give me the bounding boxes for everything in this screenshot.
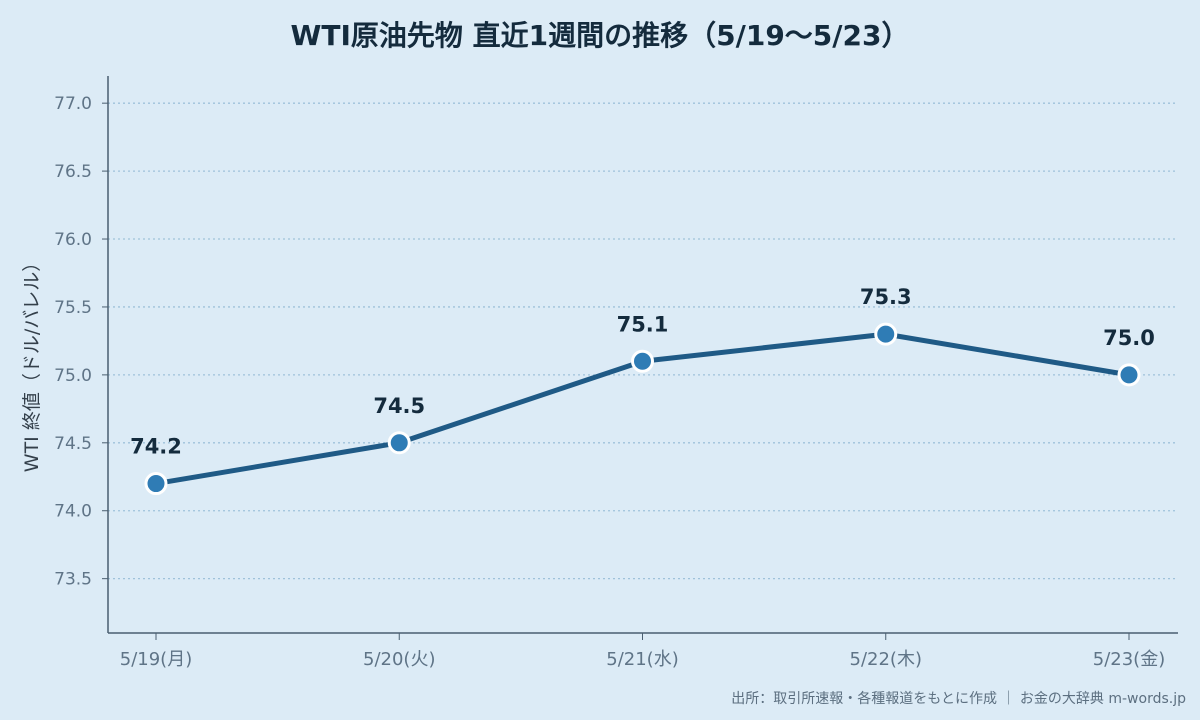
y-tick-label: 75.5: [54, 298, 92, 318]
chart-title: WTI原油先物 直近1週間の推移（5/19〜5/23）: [290, 19, 910, 52]
y-tick-label: 73.5: [54, 570, 92, 590]
data-label: 74.2: [130, 435, 182, 459]
x-tick-label: 5/22(木): [850, 649, 922, 670]
data-label: 75.0: [1103, 326, 1155, 350]
data-point: [874, 322, 898, 346]
data-point: [631, 349, 654, 373]
data-markers: [144, 322, 1141, 496]
x-tick-label: 5/19(月): [120, 649, 192, 670]
grid-lines: [108, 102, 1178, 580]
y-axis-label: WTI 終値（ドル/バレル）: [21, 253, 43, 472]
data-point: [387, 431, 411, 455]
data-point: [144, 472, 168, 496]
source-note: 出所：取引所速報・各種報道をもとに作成 ｜ お金の大辞典 m-words.jp: [731, 691, 1186, 707]
y-tick-label: 76.0: [54, 230, 92, 250]
data-label: 75.1: [617, 312, 669, 336]
data-label: 75.3: [860, 285, 912, 309]
y-tick-label: 74.5: [54, 434, 92, 454]
y-tick-labels: 73.5 74.0 74.5 75.0 75.5 76.0 76.5 77.0: [54, 94, 108, 590]
y-tick-label: 74.0: [54, 502, 92, 522]
y-tick-label: 77.0: [54, 94, 92, 114]
data-point: [1117, 363, 1141, 387]
x-tick-label: 5/23(金): [1093, 649, 1165, 670]
x-tick-label: 5/20(火): [363, 649, 435, 670]
data-label: 74.5: [373, 394, 425, 418]
x-tick-labels: 5/19(月) 5/20(火) 5/21(水) 5/22(木) 5/23(金): [120, 633, 1165, 670]
y-tick-label: 76.5: [54, 162, 92, 182]
x-tick-label: 5/21(水): [606, 649, 678, 670]
data-labels: 74.2 74.5 75.1 75.3 75.0: [130, 285, 1155, 458]
y-tick-label: 75.0: [54, 366, 92, 386]
